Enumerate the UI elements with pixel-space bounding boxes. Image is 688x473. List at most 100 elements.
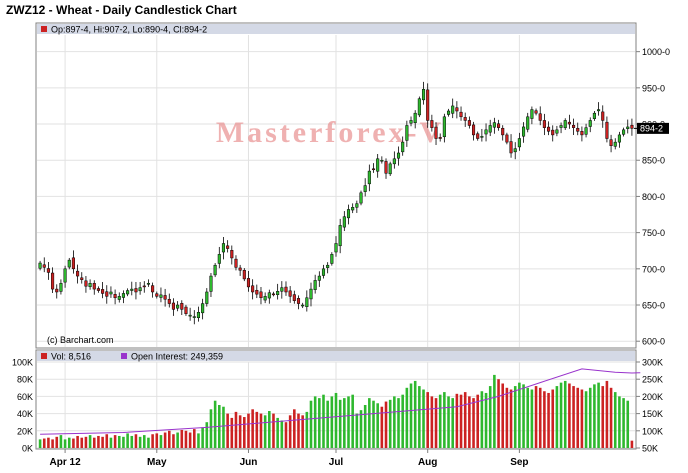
candle (342, 211, 346, 232)
price-grid (37, 35, 635, 347)
volume-bar (484, 392, 488, 448)
volume-bar (155, 433, 159, 448)
volume-bar (209, 409, 213, 448)
candle (209, 273, 213, 298)
candle (530, 106, 534, 125)
candle-body (55, 288, 59, 293)
volume-bar (563, 380, 567, 448)
volume-bar (109, 437, 113, 448)
price-tick-label: 600-0 (642, 337, 665, 347)
candle-body (242, 270, 246, 280)
volume-bar (409, 383, 413, 448)
volume-bar (622, 398, 625, 448)
candle-body (317, 275, 321, 281)
candle (401, 136, 405, 156)
open-interest-line (40, 368, 641, 435)
candle-body (559, 125, 563, 128)
volume-bar (130, 435, 134, 448)
candle-body (92, 283, 96, 290)
candle-body (388, 163, 392, 175)
candle-body (563, 120, 567, 129)
candle (409, 116, 413, 127)
candle-body (209, 275, 213, 292)
candle (376, 154, 380, 178)
candle-body (484, 129, 488, 135)
candle (626, 119, 630, 134)
volume-bar (559, 382, 563, 448)
candle (292, 290, 296, 304)
volume-bar (47, 437, 50, 448)
candle (392, 151, 396, 169)
candle-body (351, 207, 355, 211)
candle (617, 131, 621, 148)
volume-bar (509, 389, 513, 448)
candle-body (205, 291, 209, 304)
volume-bar (272, 413, 275, 448)
oi-legend-text: Open Interest: 249,359 (131, 352, 223, 362)
volume-bar (122, 436, 125, 448)
price-tick-label: 750-0 (642, 228, 665, 238)
candle (217, 246, 221, 269)
candle-body (184, 306, 188, 314)
volume-bar (426, 392, 429, 448)
candle-body (592, 112, 596, 119)
volume-bar (555, 386, 559, 448)
candle (555, 125, 559, 137)
candle (588, 117, 592, 133)
candle (80, 272, 84, 284)
oi-tick-label: 100K (642, 426, 663, 436)
candle (226, 240, 230, 253)
volume-bar (293, 409, 296, 448)
oi-tick-label: 50K (642, 444, 658, 454)
volume-bar (522, 384, 525, 448)
candle-body (455, 107, 459, 112)
price-tick-label: 850-0 (642, 156, 665, 166)
candle (67, 257, 71, 270)
candle (263, 292, 267, 304)
candle-body (267, 292, 271, 299)
price-tick-label: 1000-0 (642, 47, 670, 57)
volume-bar (313, 396, 317, 448)
candle-body (76, 270, 80, 277)
volume-bar (630, 440, 634, 448)
candle (267, 289, 271, 304)
candle (584, 123, 588, 138)
candle-body (109, 291, 113, 295)
candle (597, 102, 601, 116)
candle-body (517, 138, 521, 148)
candle (284, 281, 288, 296)
volume-tick-label: 100K (12, 358, 33, 368)
candle (526, 112, 530, 133)
volume-bar (226, 413, 229, 448)
candle-body (501, 127, 505, 136)
candle (559, 122, 563, 134)
volume-bar (388, 399, 392, 448)
candle (117, 292, 121, 303)
volume-bar (297, 413, 300, 448)
volume-bar (609, 387, 613, 448)
volume-bar (88, 435, 92, 448)
volume-bar (393, 396, 396, 448)
candle (84, 276, 88, 293)
volume-bar (513, 386, 517, 448)
volume-bar (501, 383, 505, 448)
price-axis: 1000-0950-0900-0850-0800-0750-0700-0650-… (634, 47, 670, 347)
candle (467, 116, 471, 129)
candle-body (551, 129, 555, 136)
candle (121, 290, 125, 304)
candle-body (463, 117, 467, 121)
candle (109, 286, 113, 298)
candle-body (234, 258, 238, 268)
volume-bar (626, 400, 630, 448)
volume-legend-band (37, 351, 635, 361)
volume-bar (305, 411, 309, 448)
candle-body (126, 290, 130, 295)
candle (501, 125, 505, 141)
volume-bar (172, 434, 175, 448)
candle (192, 310, 196, 325)
candle-body (101, 289, 105, 294)
candle-body (426, 89, 430, 121)
candle-body (217, 254, 221, 264)
volume-bar (101, 436, 104, 448)
volume-bar (443, 392, 446, 448)
